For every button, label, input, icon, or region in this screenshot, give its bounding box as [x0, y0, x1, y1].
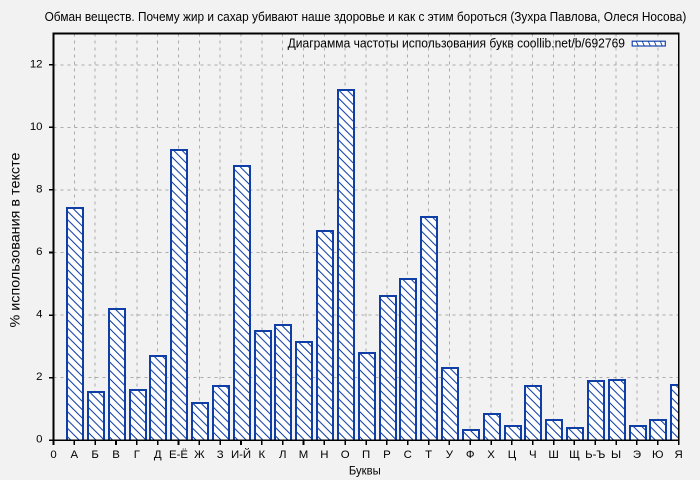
svg-text:Т: Т — [425, 449, 432, 461]
svg-text:Ы: Ы — [611, 449, 621, 461]
svg-text:З: З — [217, 449, 224, 461]
svg-text:Обман веществ. Почему жир и са: Обман веществ. Почему жир и сахар убиваю… — [45, 9, 687, 24]
svg-text:6: 6 — [36, 246, 42, 258]
svg-text:10: 10 — [30, 121, 43, 133]
svg-text:Ь-Ъ: Ь-Ъ — [585, 449, 605, 461]
svg-text:Ч: Ч — [529, 449, 537, 461]
svg-text:Х: Х — [487, 449, 495, 461]
svg-text:Б: Б — [91, 449, 98, 461]
svg-text:Н: Н — [320, 449, 328, 461]
svg-text:% использования в тексте: % использования в тексте — [7, 152, 23, 327]
svg-text:Р: Р — [383, 449, 391, 461]
svg-text:Ф: Ф — [466, 449, 475, 461]
svg-text:0: 0 — [50, 449, 56, 461]
svg-text:Э: Э — [633, 449, 641, 461]
svg-text:Буквы: Буквы — [349, 463, 381, 477]
svg-text:Е-Ё: Е-Ё — [169, 449, 188, 461]
svg-text:Л: Л — [279, 449, 286, 461]
svg-text:В: В — [112, 449, 120, 461]
svg-text:П: П — [362, 449, 370, 461]
svg-text:А: А — [71, 449, 79, 461]
svg-text:Ж: Ж — [194, 449, 205, 461]
svg-text:4: 4 — [36, 309, 42, 321]
svg-text:Ц: Ц — [508, 449, 517, 461]
svg-text:Щ: Щ — [569, 449, 580, 461]
svg-text:И-Й: И-Й — [231, 448, 251, 461]
svg-text:М: М — [299, 449, 309, 461]
svg-text:0: 0 — [36, 434, 42, 446]
svg-text:2: 2 — [36, 371, 42, 383]
svg-text:К: К — [259, 449, 266, 461]
svg-text:Г: Г — [134, 449, 140, 461]
svg-text:О: О — [341, 449, 350, 461]
svg-text:Ш: Ш — [548, 449, 558, 461]
svg-text:Д: Д — [154, 449, 162, 461]
svg-text:Диаграмма частоты использовани: Диаграмма частоты использования букв coo… — [288, 35, 625, 50]
svg-text:Я: Я — [674, 449, 682, 461]
svg-text:8: 8 — [36, 183, 42, 195]
svg-text:12: 12 — [30, 58, 43, 70]
svg-text:С: С — [404, 449, 412, 461]
svg-text:Ю: Ю — [652, 449, 664, 461]
svg-text:У: У — [446, 449, 454, 461]
